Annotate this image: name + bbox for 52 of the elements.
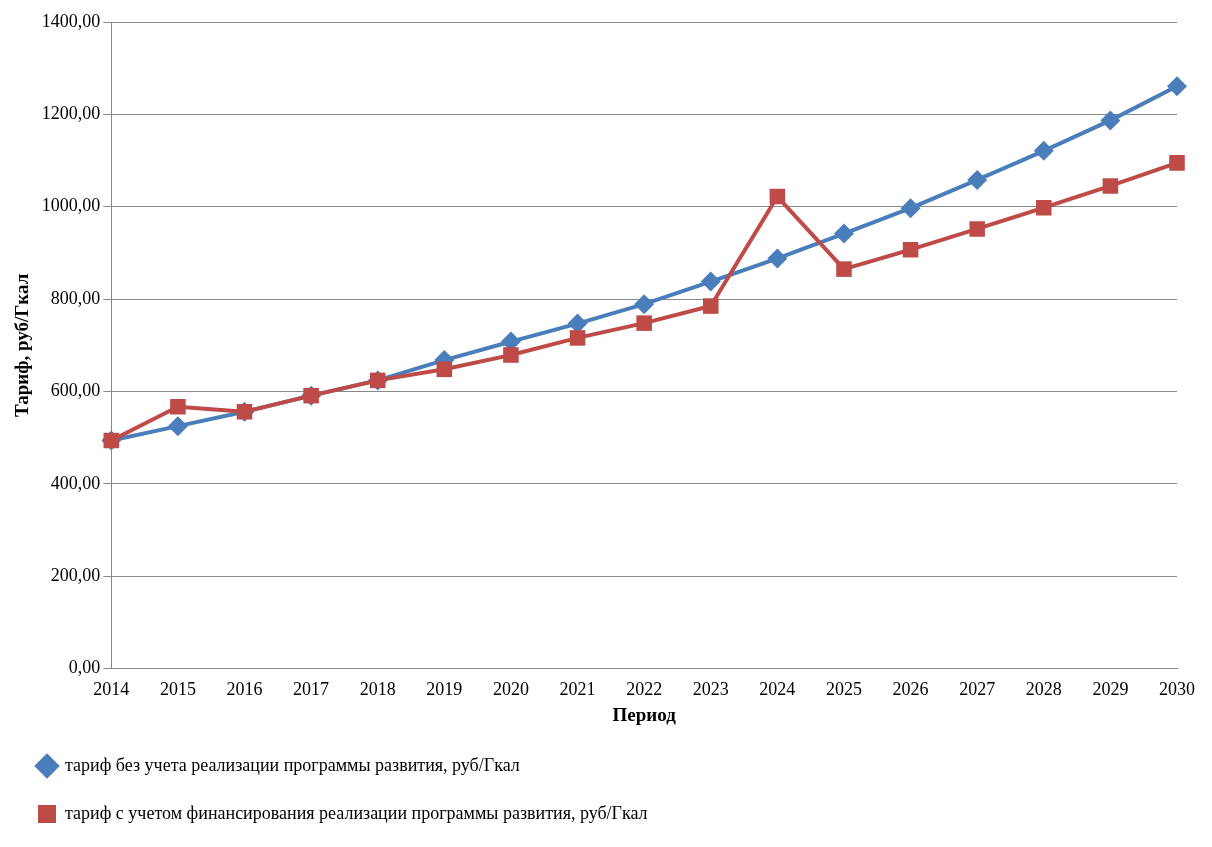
y-tick-label: 600,00 — [50, 380, 101, 401]
x-tick-label: 2014 — [93, 679, 130, 700]
y-tick-label: 200,00 — [50, 564, 101, 585]
x-tick-label: 2025 — [825, 679, 862, 700]
x-tick-label: 2028 — [1025, 679, 1062, 700]
point — [836, 261, 852, 277]
legend-label: тариф с учетом финансирования реализации программы развития, руб/Гкал — [65, 802, 648, 823]
point — [436, 361, 453, 378]
point — [702, 298, 719, 314]
point — [969, 221, 985, 237]
point — [900, 198, 921, 219]
y-tick-label: 1200,00 — [41, 103, 101, 124]
legend-label: тариф без учета реализации программы развития, руб/Гкал — [65, 754, 520, 775]
point — [967, 169, 988, 190]
y-tick-label: 1000,00 — [41, 195, 101, 216]
x-tick-label: 2016 — [226, 679, 263, 700]
point — [1167, 76, 1187, 97]
point — [833, 223, 854, 244]
point — [902, 241, 919, 258]
point — [700, 271, 721, 292]
point — [634, 294, 655, 315]
point — [1100, 110, 1121, 131]
point — [1169, 155, 1185, 171]
x-tick-label: 2027 — [959, 679, 996, 700]
point — [1033, 140, 1054, 161]
x-tick-label: 2030 — [1159, 679, 1195, 700]
y-tick-label: 800,00 — [50, 287, 101, 308]
x-tick-label: 2018 — [359, 679, 396, 700]
point — [569, 330, 586, 346]
x-tick-label: 2023 — [692, 679, 729, 700]
x-tick-label: 2017 — [293, 679, 330, 700]
x-tick-label: 2029 — [1092, 679, 1129, 700]
x-tick-label: 2020 — [492, 679, 529, 700]
x-tick-label: 2022 — [626, 679, 663, 700]
x-tick-label: 2021 — [559, 679, 596, 700]
y-axis-title: Тариф, руб/Гкал — [11, 273, 33, 417]
x-tick-label: 2015 — [159, 679, 196, 700]
point — [167, 416, 188, 437]
point — [1036, 199, 1052, 216]
point — [1102, 178, 1119, 194]
y-tick-label: 1400,00 — [41, 10, 101, 31]
point — [636, 315, 652, 331]
x-tick-label: 2026 — [892, 679, 929, 700]
x-axis-title: Период — [612, 703, 677, 725]
point — [769, 188, 786, 205]
point — [170, 398, 186, 415]
y-tick-label: 0,00 — [68, 657, 101, 678]
x-tick-label: 2019 — [426, 679, 463, 700]
point — [503, 347, 519, 363]
point — [767, 248, 788, 269]
y-tick-label: 400,00 — [50, 472, 101, 493]
x-tick-label: 2024 — [759, 679, 796, 700]
